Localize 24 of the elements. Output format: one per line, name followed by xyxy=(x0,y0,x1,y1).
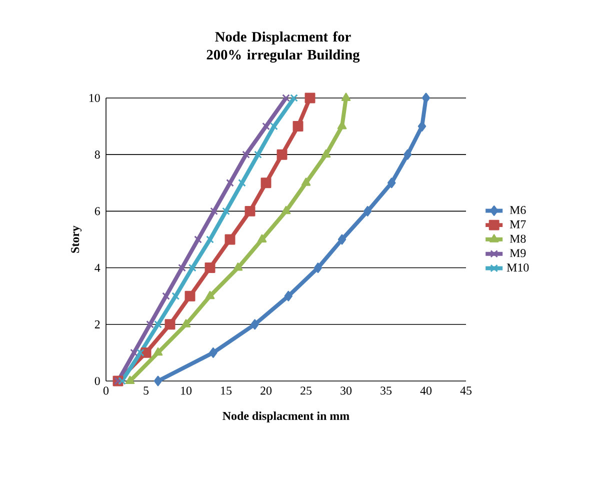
x-tick-label: 45 xyxy=(460,386,472,395)
x-tick-label: 40 xyxy=(420,386,432,395)
chart-title: Node Displacment for 200% irregular Building xyxy=(206,31,360,63)
x-tick-label: 5 xyxy=(144,386,149,395)
x-tick-label: 15 xyxy=(221,386,232,395)
x-axis-title: Node displacment in mm xyxy=(222,412,350,422)
legend-label: M8 xyxy=(510,234,526,243)
y-tick-label: 4 xyxy=(94,264,100,272)
y-tick-label: 2 xyxy=(94,320,100,328)
y-tick-label: 0 xyxy=(94,376,100,386)
y-tick-label: 6 xyxy=(94,207,100,216)
x-tick-label: 0 xyxy=(103,386,109,395)
x-tick-label: 30 xyxy=(340,386,352,395)
legend-label: M9 xyxy=(510,249,526,258)
x-tick-label: 10 xyxy=(181,386,192,395)
x-tick-label: 25 xyxy=(300,386,312,395)
y-tick-label: 10 xyxy=(89,94,100,102)
legend-label: M10 xyxy=(506,264,529,272)
y-tick-label: 8 xyxy=(94,150,100,159)
x-tick-label: 20 xyxy=(260,386,272,395)
y-axis-title: Story xyxy=(71,226,82,253)
legend-label: M7 xyxy=(510,220,526,228)
legend-label: M6 xyxy=(510,206,526,214)
x-tick-label: 35 xyxy=(380,386,392,395)
